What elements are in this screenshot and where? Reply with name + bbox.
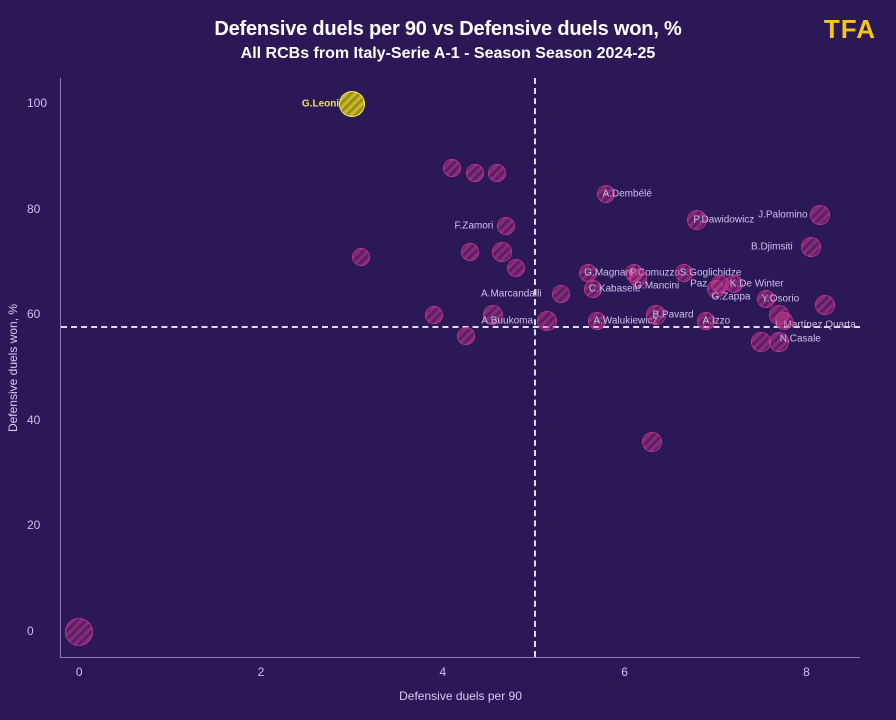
scatter-point	[815, 295, 835, 315]
y-tick: 100	[27, 96, 47, 110]
x-axis-label: Defensive duels per 90	[399, 689, 522, 703]
scatter-point	[629, 269, 647, 287]
scatter-point	[725, 275, 743, 293]
scatter-point	[597, 185, 615, 203]
y-tick: 80	[27, 202, 40, 216]
scatter-point	[584, 280, 602, 298]
scatter-point	[488, 164, 506, 182]
scatter-point	[425, 306, 443, 324]
scatter-point	[646, 305, 666, 325]
scatter-point	[675, 264, 693, 282]
point-label: B.Djimsiti	[751, 241, 793, 252]
scatter-point	[642, 432, 662, 452]
scatter-point	[457, 327, 475, 345]
x-tick: 0	[76, 665, 83, 679]
x-tick: 4	[439, 665, 446, 679]
scatter-point	[461, 243, 479, 261]
y-tick: 60	[27, 307, 40, 321]
chart-title: Defensive duels per 90 vs Defensive duel…	[0, 18, 896, 41]
x-tick: 6	[621, 665, 628, 679]
point-label: A.Marcandalli	[481, 289, 542, 300]
scatter-plot: Defensive duels per 90 Defensive duels w…	[60, 78, 860, 658]
mean-x-line	[534, 78, 536, 657]
chart-subtitle: All RCBs from Italy-Serie A-1 - Season S…	[0, 45, 896, 63]
point-label: G.Leoni	[302, 99, 339, 110]
scatter-point	[801, 237, 821, 257]
point-label: F.Zamori	[454, 220, 493, 231]
scatter-point	[492, 242, 512, 262]
scatter-point	[483, 305, 503, 325]
scatter-point	[757, 290, 775, 308]
point-label: J.Palomino	[758, 210, 807, 221]
y-tick: 0	[27, 624, 34, 638]
scatter-point	[507, 259, 525, 277]
scatter-point	[443, 159, 461, 177]
scatter-point	[466, 164, 484, 182]
scatter-point	[810, 205, 830, 225]
x-tick: 8	[803, 665, 810, 679]
x-tick: 2	[258, 665, 265, 679]
scatter-point	[352, 248, 370, 266]
scatter-point	[588, 312, 606, 330]
scatter-point	[687, 210, 707, 230]
y-tick: 40	[27, 413, 40, 427]
scatter-point	[552, 285, 570, 303]
highlight-point	[339, 91, 365, 117]
scatter-point	[775, 312, 793, 330]
y-axis-label: Defensive duels won, %	[6, 303, 20, 431]
point-label: Paz	[690, 278, 707, 289]
scatter-point	[497, 217, 515, 235]
scatter-point	[751, 332, 771, 352]
brand-logo: TFA	[824, 14, 876, 45]
scatter-point	[769, 332, 789, 352]
scatter-point	[697, 312, 715, 330]
scatter-point	[65, 618, 93, 646]
y-tick: 20	[27, 518, 40, 532]
scatter-point	[537, 311, 557, 331]
